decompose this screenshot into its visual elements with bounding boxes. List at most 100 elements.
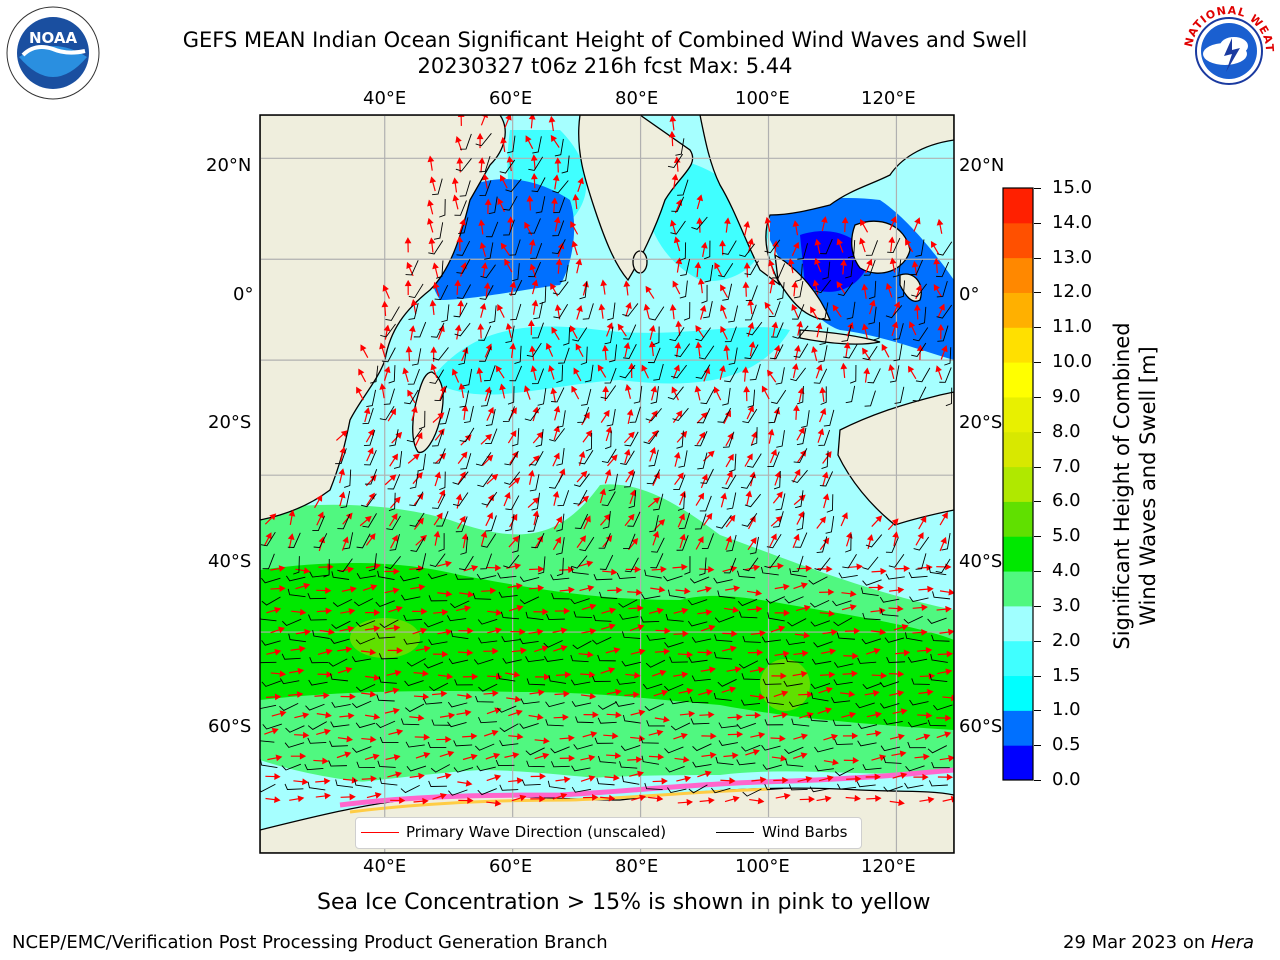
wind-barb xyxy=(307,593,327,600)
wave-arrow xyxy=(511,647,527,655)
wind-barb xyxy=(573,611,592,619)
wind-barb xyxy=(785,655,804,663)
wind-barb xyxy=(284,742,305,748)
map-subtitle: 20230327 t06z 216h fcst Max: 5.44 xyxy=(417,54,793,78)
wave-arrow xyxy=(840,512,848,527)
wave-arrow xyxy=(722,630,738,638)
wave-arrow xyxy=(697,586,712,593)
wind-barb xyxy=(528,156,544,171)
wind-barb xyxy=(304,764,324,771)
wind-barb xyxy=(505,513,515,532)
wave-arrow xyxy=(774,583,790,591)
wave-arrow xyxy=(694,261,702,277)
wind-barb xyxy=(834,767,855,777)
wave-arrow xyxy=(866,795,882,802)
wave-arrow xyxy=(819,407,827,423)
wave-arrow xyxy=(696,431,706,445)
wind-barb xyxy=(669,656,688,663)
wind-barb xyxy=(312,515,325,532)
wave-arrow xyxy=(823,758,839,766)
wind-barb xyxy=(428,639,448,646)
colorbar-tick-mark xyxy=(1034,396,1041,398)
wind-barb xyxy=(405,703,425,713)
wind-barb xyxy=(351,700,372,709)
wave-arrow xyxy=(478,157,486,173)
wave-arrow xyxy=(528,584,545,592)
wave-arrow xyxy=(866,648,881,655)
wave-arrow xyxy=(414,733,431,741)
wind-barb xyxy=(364,469,378,485)
wave-arrow xyxy=(935,365,943,380)
wind-barb xyxy=(907,721,928,728)
wind-barb xyxy=(393,450,403,469)
wind-barb xyxy=(409,491,424,507)
wave-arrow xyxy=(889,799,905,807)
wind-barb xyxy=(677,179,689,196)
wind-barb xyxy=(387,474,401,490)
colorbar-band xyxy=(1003,640,1033,677)
wave-arrow xyxy=(571,385,580,400)
colorbar-band xyxy=(1003,431,1033,468)
colorbar-tick-label: 10.0 xyxy=(1052,351,1093,373)
wind-barb xyxy=(502,406,515,422)
wind-barb xyxy=(703,301,713,319)
wind-barb xyxy=(826,494,834,513)
wave-arrow xyxy=(553,216,561,232)
wave-arrow xyxy=(881,343,890,358)
wind-barb xyxy=(701,533,715,549)
wind-barb xyxy=(640,616,660,623)
wind-barb xyxy=(821,450,829,470)
wind-barb xyxy=(455,516,468,533)
colorbar-band xyxy=(1003,710,1033,746)
footer-date-text: 29 Mar 2023 on xyxy=(1063,932,1211,953)
wind-barb xyxy=(499,723,519,733)
wave-arrow xyxy=(385,624,401,632)
wind-barb xyxy=(480,553,493,570)
wind-barb xyxy=(879,596,900,603)
wave-arrow xyxy=(335,430,348,441)
wave-arrow xyxy=(552,536,562,551)
wave-arrow xyxy=(727,713,743,721)
wave-arrow xyxy=(290,645,306,653)
wind-barb xyxy=(308,614,327,621)
wave-arrow xyxy=(770,735,786,742)
wave-arrow xyxy=(572,193,580,210)
wind-barb xyxy=(867,368,881,384)
wave-arrow xyxy=(795,604,811,612)
wind-barb xyxy=(485,428,498,445)
wave-arrow xyxy=(797,775,813,783)
wind-barb xyxy=(740,474,756,489)
wave-arrow xyxy=(553,645,568,652)
wave-arrow xyxy=(390,534,398,549)
wind-barb xyxy=(479,285,494,300)
wind-barb xyxy=(770,322,784,338)
wave-arrow xyxy=(917,712,933,719)
wind-barb xyxy=(845,385,856,404)
wave-arrow xyxy=(870,628,887,636)
wave-arrow xyxy=(601,344,609,361)
wave-arrow xyxy=(864,689,880,697)
wave-arrow xyxy=(669,304,677,320)
wind-barb xyxy=(529,450,544,466)
wind-barb xyxy=(861,638,882,645)
wave-arrow xyxy=(529,345,536,361)
wind-barb xyxy=(423,698,443,705)
wave-arrow xyxy=(364,625,381,633)
wave-arrow xyxy=(750,431,758,446)
wave-arrow xyxy=(798,691,814,698)
wind-barb xyxy=(360,493,377,508)
wave-arrow xyxy=(601,607,617,615)
wave-arrow xyxy=(630,709,646,717)
wave-arrow xyxy=(583,515,591,530)
wind-barb xyxy=(862,612,881,621)
wave-arrow xyxy=(437,489,446,504)
wind-barb xyxy=(377,760,396,768)
wind-barb xyxy=(323,558,330,578)
wave-arrow xyxy=(624,383,632,399)
wave-arrow xyxy=(743,262,751,278)
colorbar-band xyxy=(1003,327,1033,363)
wind-barb xyxy=(408,283,424,299)
wind-barb xyxy=(355,637,376,645)
wave-arrow xyxy=(316,511,324,526)
wave-arrow xyxy=(530,172,538,189)
